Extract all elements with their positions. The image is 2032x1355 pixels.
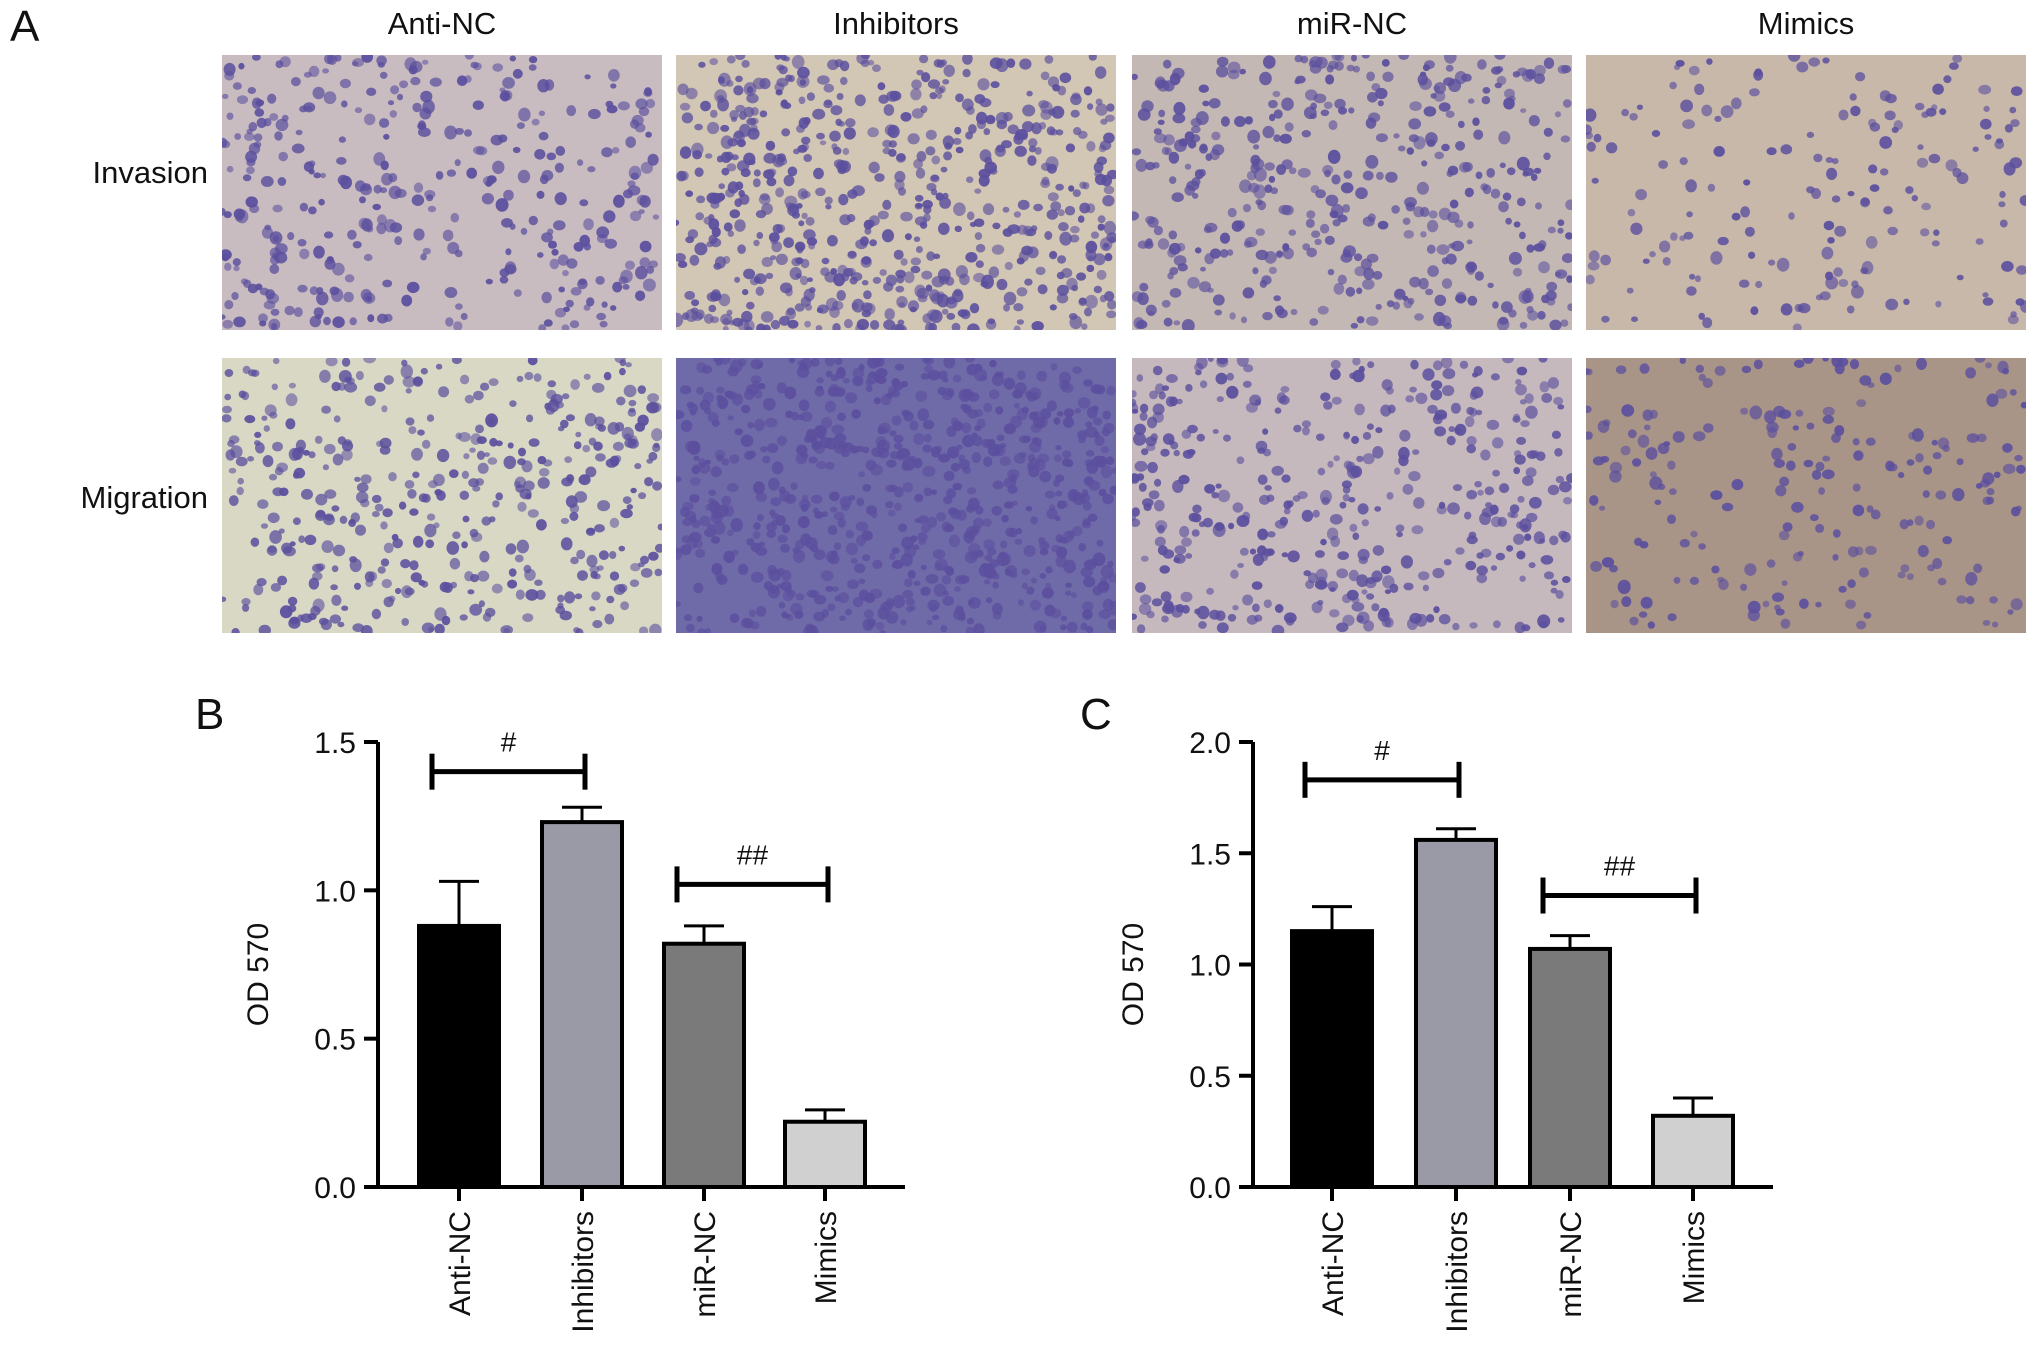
micrograph-migration-inhibitors — [676, 358, 1116, 633]
panel-b-letter: B — [195, 690, 225, 739]
y-tick-label: 2.0 — [1189, 727, 1231, 760]
bar-mir-nc — [1528, 946, 1612, 1189]
y-tick-label: 0.5 — [1189, 1061, 1231, 1094]
column-header-mir-nc: miR-NC — [1296, 6, 1408, 41]
y-tick-label: 1.0 — [1189, 950, 1231, 983]
x-category-label: Mimics — [810, 1211, 843, 1304]
column-header-anti-nc: Anti-NC — [387, 6, 497, 41]
micrograph-migration-mimics — [1586, 358, 2026, 633]
y-axis-title: OD 570 — [1117, 923, 1150, 1026]
bar-inhibitors — [540, 820, 624, 1189]
y-tick-label: 1.5 — [1189, 838, 1231, 871]
significance-label: # — [1374, 735, 1390, 766]
bar-mimics — [1651, 1113, 1735, 1190]
micrograph-migration-anti-nc — [222, 358, 662, 633]
significance-label: ## — [737, 839, 769, 870]
bar-inhibitors — [1414, 837, 1498, 1190]
column-header-inhibitors: Inhibitors — [833, 6, 959, 41]
x-category-label: miR-NC — [689, 1211, 722, 1318]
x-category-label: Anti-NC — [444, 1211, 477, 1316]
micrograph-invasion-inhibitors — [676, 55, 1116, 330]
significance-label: ## — [1604, 851, 1636, 882]
micrograph-invasion-anti-nc — [222, 55, 662, 330]
y-tick-label: 1.0 — [314, 875, 356, 908]
micrograph-invasion-mimics — [1586, 55, 2026, 330]
y-tick-label: 0.5 — [314, 1024, 356, 1057]
panel-a-letter: A — [10, 2, 40, 51]
bar-anti-nc — [1290, 929, 1374, 1189]
x-category-label: Inhibitors — [1441, 1211, 1474, 1333]
y-axis-title: OD 570 — [242, 923, 275, 1026]
column-header-mimics: Mimics — [1757, 6, 1855, 41]
x-category-label: Anti-NC — [1317, 1211, 1350, 1316]
x-category-label: Inhibitors — [567, 1211, 600, 1333]
panel-c-letter: C — [1080, 690, 1112, 739]
y-tick-label: 0.0 — [314, 1172, 356, 1205]
row-label-invasion: Invasion — [92, 155, 208, 190]
micrograph-invasion-mir-nc — [1132, 55, 1572, 330]
y-tick-label: 1.5 — [314, 727, 356, 760]
micrograph-migration-mir-nc — [1132, 358, 1572, 633]
x-category-label: miR-NC — [1555, 1211, 1588, 1318]
row-label-migration: Migration — [80, 480, 209, 515]
y-tick-label: 0.0 — [1189, 1172, 1231, 1205]
significance-label: # — [501, 727, 517, 758]
x-category-label: Mimics — [1678, 1211, 1711, 1304]
